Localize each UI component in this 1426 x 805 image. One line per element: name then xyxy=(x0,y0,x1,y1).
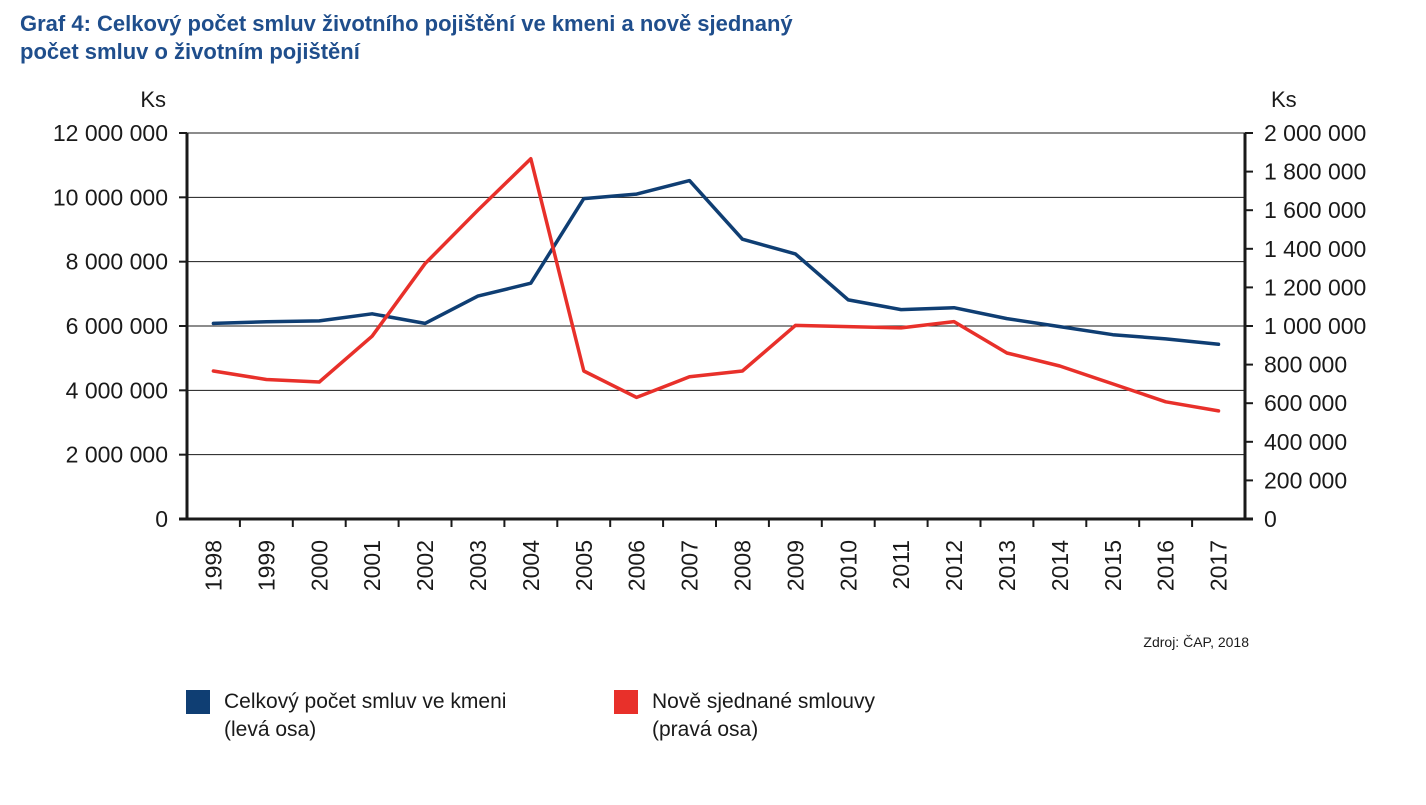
x-axis-tick-label: 1998 xyxy=(200,540,226,591)
x-axis-tick-label: 2005 xyxy=(571,540,597,591)
right-axis-tick-label: 1 800 000 xyxy=(1264,159,1366,185)
right-axis-tick-label: 1 000 000 xyxy=(1264,313,1366,339)
left-axis-tick-label: 6 000 000 xyxy=(66,313,168,339)
left-axis-tick-label: 10 000 000 xyxy=(53,184,168,210)
right-axis-tick-label: 200 000 xyxy=(1264,467,1347,493)
x-axis-tick-label: 2017 xyxy=(1206,540,1232,591)
right-axis-tick-label: 800 000 xyxy=(1264,352,1347,378)
x-axis-tick-label: 2002 xyxy=(412,540,438,591)
right-axis-tick-label: 1 200 000 xyxy=(1264,274,1366,300)
x-axis-tick-label: 2013 xyxy=(994,540,1020,591)
x-axis-tick-label: 2000 xyxy=(306,540,332,591)
legend-axis-note-nove: (pravá osa) xyxy=(652,718,759,741)
left-axis-tick-label: 0 xyxy=(155,506,168,532)
x-axis-tick-label: 2003 xyxy=(465,540,491,591)
right-axis-tick-label: 0 xyxy=(1264,506,1277,532)
legend-swatch-nove xyxy=(614,690,638,714)
right-axis-tick-label: 1 600 000 xyxy=(1264,197,1366,223)
legend-text-kmen: Celkový počet smluv ve kmeni (levá osa) xyxy=(224,688,506,744)
chart-title-line-1: Graf 4: Celkový počet smluv životního po… xyxy=(20,11,793,36)
series-line-nove xyxy=(211,156,1221,413)
x-axis-tick-label: 2015 xyxy=(1100,540,1126,591)
x-axis-tick-label: 1999 xyxy=(253,540,279,591)
chart-title-line-2: počet smluv o životním pojištění xyxy=(20,39,360,64)
x-axis-tick-label: 2006 xyxy=(624,540,650,591)
left-axis-tick-label: 12 000 000 xyxy=(53,120,168,146)
series-line-kmen xyxy=(211,178,1221,347)
x-axis-tick-label: 2012 xyxy=(941,540,967,591)
right-axis-tick-label: 400 000 xyxy=(1264,429,1347,455)
right-axis-tick-label: 2 000 000 xyxy=(1264,120,1366,146)
legend-label-nove: Nově sjednané smlouvy xyxy=(652,690,875,713)
x-axis-tick-label: 2008 xyxy=(729,540,755,591)
x-axis-tick-label: 2004 xyxy=(518,540,544,591)
x-axis-tick-label: 2007 xyxy=(677,540,703,591)
left-axis-tick-label: 8 000 000 xyxy=(66,249,168,275)
source-note: Zdroj: ČAP, 2018 xyxy=(1143,634,1249,650)
right-axis-tick-label: 1 400 000 xyxy=(1264,236,1366,262)
right-axis-tick-label: 600 000 xyxy=(1264,390,1347,416)
x-axis-tick-label: 2016 xyxy=(1153,540,1179,591)
legend-axis-note-kmen: (levá osa) xyxy=(224,718,317,741)
x-axis-tick-label: 2011 xyxy=(888,540,914,589)
legend-item-nove: Nově sjednané smlouvy (pravá osa) xyxy=(614,688,875,744)
left-axis-tick-label: 4 000 000 xyxy=(66,377,168,403)
x-axis-tick-label: 2001 xyxy=(359,540,385,591)
x-axis-tick-label: 2009 xyxy=(782,540,808,591)
left-axis-unit: Ks xyxy=(140,87,166,112)
right-axis-unit: Ks xyxy=(1271,87,1297,112)
left-axis-tick-label: 2 000 000 xyxy=(66,442,168,468)
x-axis-tick-label: 2014 xyxy=(1047,540,1073,591)
legend-swatch-kmen xyxy=(186,690,210,714)
x-axis-tick-label: 2010 xyxy=(835,540,861,591)
chart-title: Graf 4: Celkový počet smluv životního po… xyxy=(20,10,1020,66)
legend-item-kmen: Celkový počet smluv ve kmeni (levá osa) xyxy=(186,688,506,744)
legend-label-kmen: Celkový počet smluv ve kmeni xyxy=(224,690,507,713)
legend-text-nove: Nově sjednané smlouvy (pravá osa) xyxy=(652,688,875,744)
